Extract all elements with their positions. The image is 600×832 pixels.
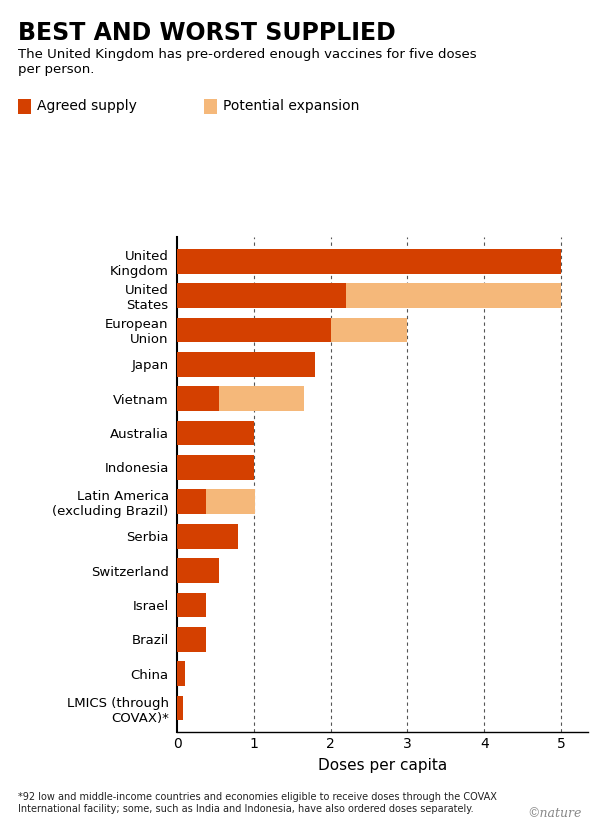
Bar — [177, 524, 238, 548]
Bar — [177, 661, 185, 686]
X-axis label: Doses per capita: Doses per capita — [318, 758, 447, 773]
Bar — [177, 283, 346, 308]
Bar — [177, 318, 331, 342]
Bar — [177, 455, 254, 480]
Text: *92 low and middle-income countries and economies eligible to receive doses thro: *92 low and middle-income countries and … — [18, 792, 497, 814]
Bar — [206, 489, 254, 514]
Bar — [177, 352, 315, 377]
Bar — [177, 386, 219, 411]
Bar — [219, 386, 304, 411]
Bar — [346, 283, 561, 308]
Bar — [331, 318, 407, 342]
Bar — [177, 696, 183, 721]
Bar — [177, 489, 206, 514]
Bar — [177, 249, 561, 274]
Text: BEST AND WORST SUPPLIED: BEST AND WORST SUPPLIED — [18, 21, 396, 45]
Text: Potential expansion: Potential expansion — [223, 100, 359, 113]
Bar — [177, 558, 219, 583]
Bar — [177, 627, 206, 651]
Text: ©nature: ©nature — [527, 806, 582, 820]
Text: The United Kingdom has pre-ordered enough vaccines for five doses
per person.: The United Kingdom has pre-ordered enoug… — [18, 48, 476, 77]
Bar — [177, 592, 206, 617]
Text: Agreed supply: Agreed supply — [37, 100, 137, 113]
Bar — [177, 421, 254, 445]
